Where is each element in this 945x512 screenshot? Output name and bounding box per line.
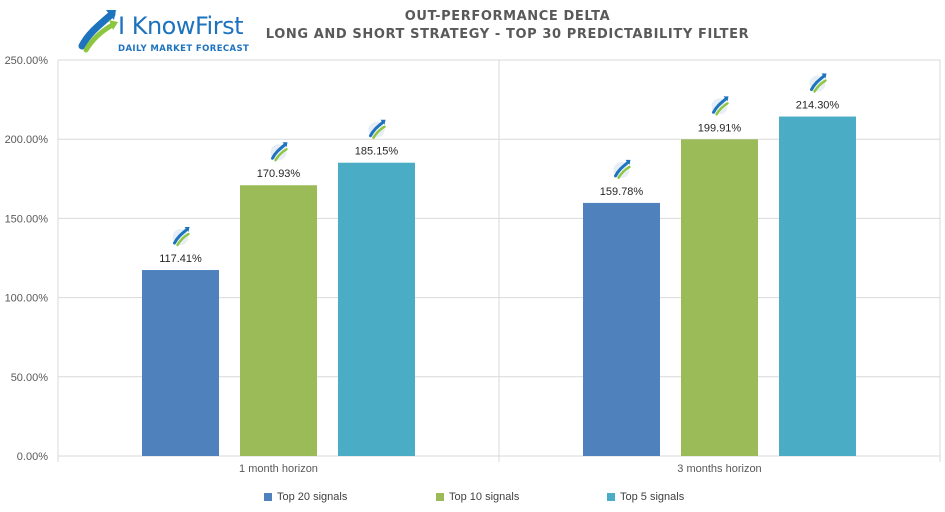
legend-item: Top 5 signals: [607, 490, 684, 504]
logo-tagline: DAILY MARKET FORECAST: [118, 44, 250, 54]
legend-swatch: [607, 493, 615, 501]
logo-marker-icon: [613, 159, 631, 180]
y-tick-label: 150.00%: [5, 213, 49, 225]
logo-marker-icon: [711, 96, 729, 116]
y-tick-label: 250.00%: [5, 55, 49, 67]
legend-swatch: [264, 493, 272, 501]
bar: [681, 139, 758, 456]
legend-item: Top 20 signals: [264, 490, 347, 504]
bar: [779, 116, 856, 456]
legend-label: Top 5 signals: [620, 491, 685, 503]
bar: [583, 202, 660, 456]
chart-subtitle: LONG AND SHORT STRATEGY - TOP 30 PREDICT…: [265, 27, 750, 42]
data-label: 185.15%: [355, 146, 399, 158]
data-label: 170.93%: [257, 168, 301, 180]
y-tick-label: 100.00%: [5, 293, 49, 305]
bar: [142, 270, 219, 456]
rising-arrow-logo-icon: [78, 10, 118, 53]
y-tick-label: 200.00%: [5, 134, 49, 146]
data-label: 159.78%: [600, 186, 644, 198]
legend-label: Top 20 signals: [277, 491, 348, 503]
legend-swatch: [436, 493, 444, 501]
logo-marker-icon: [368, 119, 386, 139]
y-tick-label: 0.00%: [17, 451, 48, 463]
x-category-label: 1 month horizon: [239, 463, 318, 475]
data-label: 214.30%: [796, 100, 840, 112]
logo-marker-icon: [809, 73, 827, 93]
logo-marker-icon: [270, 142, 288, 162]
legend-item: Top 10 signals: [436, 490, 519, 504]
x-category-label: 3 months horizon: [677, 463, 761, 475]
data-label: 117.41%: [159, 253, 202, 265]
chart-title: OUT-PERFORMANCE DELTA: [404, 9, 611, 24]
brand-logo: I KnowFirst DAILY MARKET FORECAST: [78, 4, 258, 60]
bar: [338, 162, 415, 456]
y-tick-label: 50.00%: [11, 372, 49, 384]
logo-marker-icon: [172, 227, 190, 247]
data-label: 199.91%: [698, 122, 742, 134]
logo-brand-text: I KnowFirst: [118, 12, 243, 40]
bar: [240, 185, 317, 456]
legend-label: Top 10 signals: [449, 491, 520, 503]
